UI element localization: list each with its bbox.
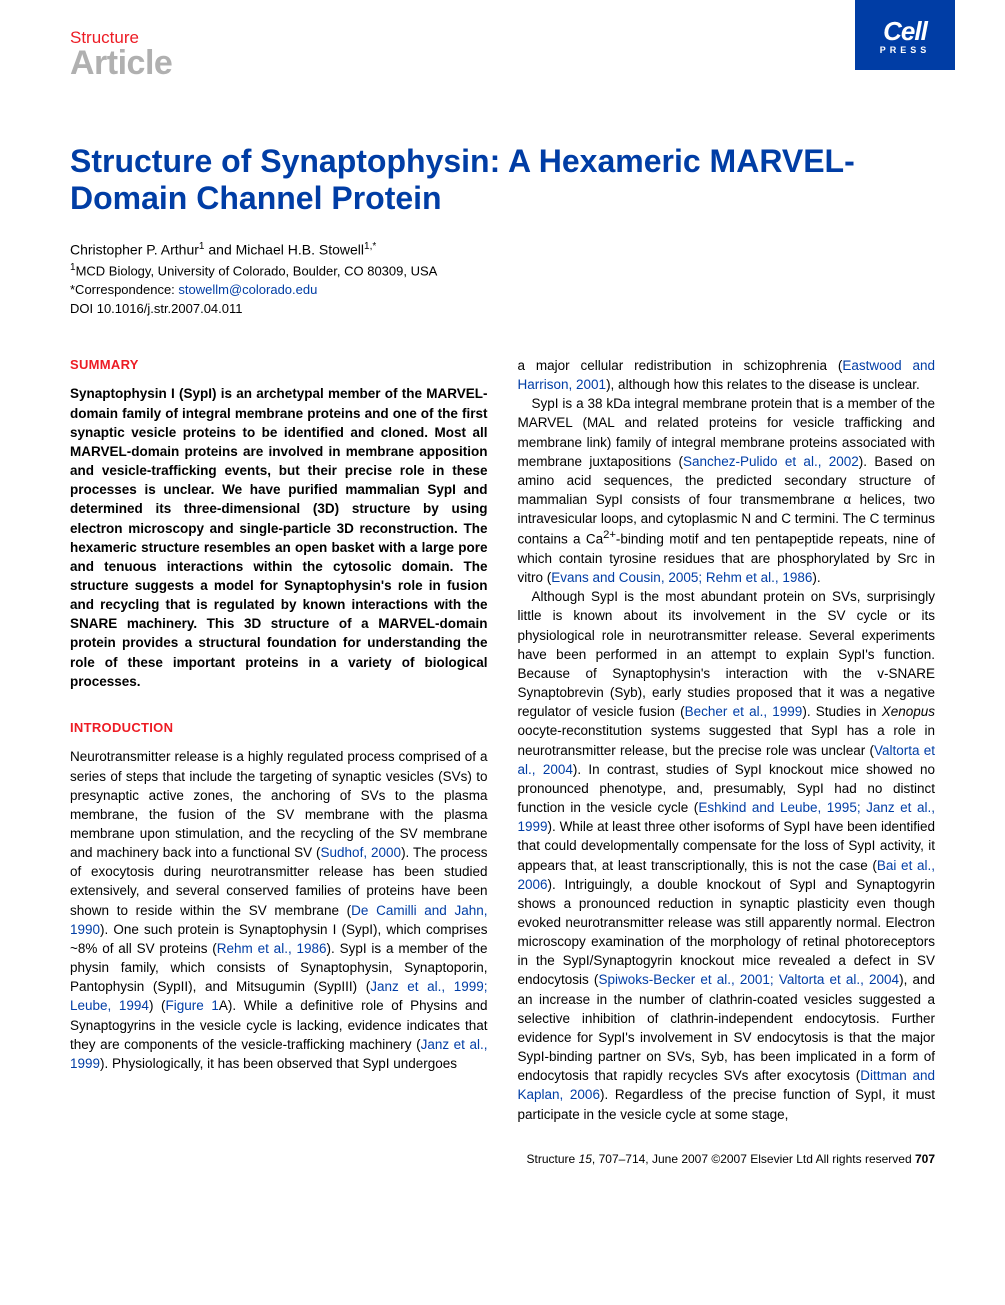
summary-body: Synaptophysin I (SypI) is an archetypal … [70, 384, 488, 691]
col2-text-2d: ). [812, 570, 820, 585]
publisher-sub: PRESS [880, 45, 931, 55]
ca-superscript: 2+ [603, 529, 616, 541]
publisher-name: Cell [883, 16, 927, 47]
footer-journal: Structure [527, 1152, 579, 1166]
col2-text-1b: ), although how this relates to the dise… [606, 377, 920, 392]
col2-text-3e: ). While at least three other isoforms o… [518, 819, 936, 872]
intro-text-1g: ). Physiologically, it has been observed… [100, 1056, 457, 1071]
ref-figure-1[interactable]: Figure 1 [166, 998, 219, 1013]
ref-becher[interactable]: Becher et al., 1999 [685, 704, 803, 719]
col2-paragraph-2: SypI is a 38 kDa integral membrane prote… [518, 394, 936, 587]
doi-line: DOI 10.1016/j.str.2007.04.011 [70, 301, 935, 316]
author-1: Christopher P. Arthur [70, 241, 199, 257]
intro-text-1e: ) ( [149, 998, 166, 1013]
footer-pagenum: 707 [915, 1152, 935, 1166]
body-columns: SUMMARY Synaptophysin I (SypI) is an arc… [70, 356, 935, 1124]
author-2-affil: 1,* [364, 241, 376, 252]
col2-text-3f: ). Intriguingly, a double knockout of Sy… [518, 877, 936, 988]
page-header: Structure Article Cell PRESS [70, 28, 935, 83]
xenopus-italic: Xenopus [882, 704, 935, 719]
ref-evans[interactable]: Evans and Cousin, 2005; Rehm et al., 198… [551, 570, 812, 585]
right-column: a major cellular redistribution in schiz… [518, 356, 936, 1124]
footer-volume: 15 [579, 1152, 592, 1166]
affiliation-line: 1MCD Biology, University of Colorado, Bo… [70, 261, 935, 281]
authors-line: Christopher P. Arthur1 and Michael H.B. … [70, 241, 935, 258]
author-2: and Michael H.B. Stowell [204, 241, 364, 257]
affiliation-text: MCD Biology, University of Colorado, Bou… [76, 264, 438, 279]
col2-text-3b: ). Studies in [802, 704, 881, 719]
summary-heading: SUMMARY [70, 356, 488, 374]
article-type: Article [70, 44, 172, 83]
ref-spiwoks[interactable]: Spiwoks-Becker et al., 2001; Valtorta et… [598, 972, 899, 987]
ref-sanchez[interactable]: Sanchez-Pulido et al., 2002 [683, 454, 859, 469]
correspondence-label: *Correspondence: [70, 282, 178, 297]
col2-text-3g: ), and an increase in the number of clat… [518, 972, 936, 1083]
footer-pages: , 707–714, June 2007 ©2007 Elsevier Ltd … [592, 1152, 915, 1166]
publisher-badge: Cell PRESS [855, 0, 955, 70]
introduction-heading: INTRODUCTION [70, 719, 488, 737]
intro-text-1a: Neurotransmitter release is a highly reg… [70, 749, 488, 860]
ref-sudhof[interactable]: Sudhof, 2000 [321, 845, 402, 860]
page-footer: Structure 15, 707–714, June 2007 ©2007 E… [70, 1152, 935, 1166]
correspondence-line: *Correspondence: stowellm@colorado.edu [70, 281, 935, 299]
col2-text-3a: Although SypI is the most abundant prote… [518, 589, 936, 719]
ref-rehm[interactable]: Rehm et al., 1986 [217, 941, 327, 956]
article-title: Structure of Synaptophysin: A Hexameric … [70, 143, 935, 217]
col2-text-3c: oocyte-reconstitution systems suggested … [518, 723, 936, 757]
intro-paragraph-1: Neurotransmitter release is a highly reg… [70, 747, 488, 1073]
col2-paragraph-1: a major cellular redistribution in schiz… [518, 356, 936, 394]
col2-text-1a: a major cellular redistribution in schiz… [518, 358, 843, 373]
correspondence-email[interactable]: stowellm@colorado.edu [178, 282, 317, 297]
col2-paragraph-3: Although SypI is the most abundant prote… [518, 587, 936, 1123]
journal-brand: Structure Article [70, 28, 172, 83]
left-column: SUMMARY Synaptophysin I (SypI) is an arc… [70, 356, 488, 1124]
